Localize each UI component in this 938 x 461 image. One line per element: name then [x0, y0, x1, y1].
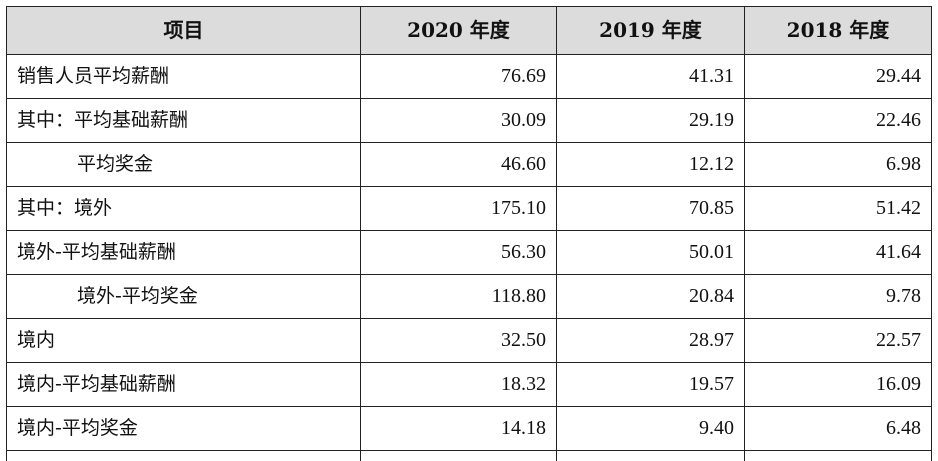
- value-2019: 70.85: [557, 187, 745, 231]
- value-2018: 41.64: [745, 231, 932, 275]
- value-2018: 51.42: [745, 187, 932, 231]
- value-2018: 16.09: [745, 363, 932, 407]
- row-label: 境外-平均基础薪酬: [7, 231, 361, 275]
- value-2019: 50.01: [557, 231, 745, 275]
- value-2018: 22.46: [745, 99, 932, 143]
- value-2019: 9.40: [557, 407, 745, 451]
- value-2019: 20.84: [557, 275, 745, 319]
- value-2019: 19.57: [557, 363, 745, 407]
- value-2018: 6.98: [745, 143, 932, 187]
- row-label: 境内-平均基础薪酬: [7, 363, 361, 407]
- header-row: 项目 2020 年度 2019 年度 2018 年度: [7, 7, 932, 55]
- header-year-2018: 2018 年度: [745, 7, 932, 55]
- value-2019: 41.31: [557, 55, 745, 99]
- value-2020: 14.18: [361, 407, 557, 451]
- value-2020: 175.10: [361, 187, 557, 231]
- row-label: 境外-平均奖金: [7, 275, 361, 319]
- row-label: 平均奖金: [7, 143, 361, 187]
- header-year-2020: 2020 年度: [361, 7, 557, 55]
- header-year-2019: 2019 年度: [557, 7, 745, 55]
- value-2018: 22.57: [745, 319, 932, 363]
- value-2019: 29.19: [557, 99, 745, 143]
- value-2020: 32.50: [361, 319, 557, 363]
- header-item: 项目: [7, 7, 361, 55]
- value-2018: 29.44: [745, 55, 932, 99]
- row-label: 其中：平均基础薪酬: [7, 99, 361, 143]
- row-label: 其中：境外: [7, 187, 361, 231]
- value-2020: 76.69: [361, 55, 557, 99]
- value-2020: 56.30: [361, 231, 557, 275]
- row-label: 销售人员平均薪酬: [7, 55, 361, 99]
- value-2019: 12.12: [557, 143, 745, 187]
- value-2018: 6.48: [745, 407, 932, 451]
- value-2020: 30.09: [361, 99, 557, 143]
- value-2018: 9.78: [745, 275, 932, 319]
- value-2019: 28.97: [557, 319, 745, 363]
- row-label: 境内: [7, 319, 361, 363]
- table-header: 项目 2020 年度 2019 年度 2018 年度: [7, 7, 932, 55]
- value-2020: 46.60: [361, 143, 557, 187]
- row-label: 境内-平均奖金: [7, 407, 361, 451]
- value-2020: 18.32: [361, 363, 557, 407]
- value-2020: 118.80: [361, 275, 557, 319]
